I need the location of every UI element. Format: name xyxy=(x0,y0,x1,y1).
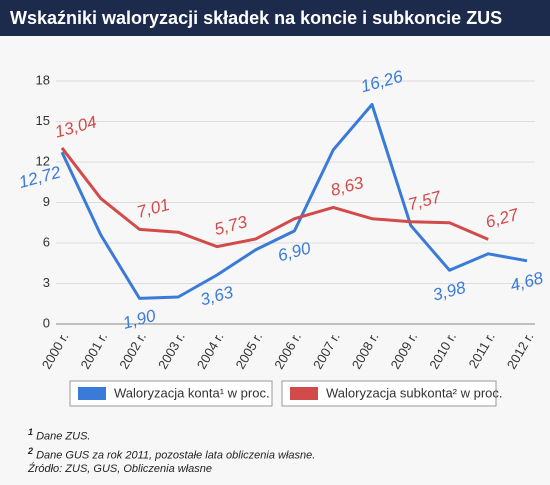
data-label: 7,57 xyxy=(406,187,443,214)
y-tick-label: 3 xyxy=(43,275,50,290)
data-label: 7,01 xyxy=(135,195,172,222)
x-tick-label: 2003 r. xyxy=(155,330,188,372)
chart-title: Wskaźniki waloryzacji składek na koncie … xyxy=(10,8,502,28)
series-line xyxy=(60,147,489,249)
x-tick-label: 2010 r. xyxy=(426,330,459,372)
data-label: 12,72 xyxy=(17,162,64,192)
data-label: 16,26 xyxy=(359,67,406,97)
data-label: 3,63 xyxy=(198,282,235,309)
x-tick-label: 2002 r. xyxy=(116,330,149,372)
data-label: 3,98 xyxy=(431,278,468,305)
note-text: Dane ZUS. xyxy=(36,430,91,443)
x-tick-label: 2000 r. xyxy=(39,330,72,372)
data-label: 1,90 xyxy=(121,306,158,333)
title-banner xyxy=(0,0,550,36)
y-tick-label: 18 xyxy=(36,72,50,87)
chart: Wskaźniki waloryzacji składek na koncie … xyxy=(0,0,550,407)
x-tick-label: 2008 r. xyxy=(349,330,382,372)
x-tick-label: 2004 r. xyxy=(194,330,227,372)
data-label: 5,73 xyxy=(212,212,249,239)
series-line xyxy=(60,102,528,300)
note-marker: 2 xyxy=(28,445,34,456)
x-tick-label: 2011 r. xyxy=(465,330,497,371)
legend-label: Waloryzacja subkonta² w proc. xyxy=(326,385,503,400)
y-tick-label: 15 xyxy=(36,113,50,128)
note: 2 Dane GUS za rok 2011, pozostałe lata o… xyxy=(28,444,315,463)
x-tick-label: 2007 r. xyxy=(310,330,343,372)
x-tick-label: 2012 r. xyxy=(504,330,537,372)
data-label: 6,27 xyxy=(484,205,521,232)
legend-label: Waloryzacja konta¹ w proc. xyxy=(114,385,270,400)
data-label: 8,63 xyxy=(329,173,366,200)
source: Źródło: ZUS, GUS, Obliczenia własne xyxy=(28,463,213,476)
data-label: 6,90 xyxy=(276,238,313,265)
y-tick-label: 6 xyxy=(43,234,50,249)
notes: 1 Dane ZUS. 2 Dane GUS za rok 2011, pozo… xyxy=(28,425,315,476)
data-label: 4,68 xyxy=(508,268,545,295)
x-tick-label: 2006 r. xyxy=(271,330,304,372)
y-tick-label: 9 xyxy=(43,194,50,209)
y-tick-label: 12 xyxy=(36,153,50,168)
y-tick-label: 0 xyxy=(43,315,50,330)
x-tick-label: 2005 r. xyxy=(232,330,265,372)
note-text: Dane GUS za rok 2011, pozostałe lata obl… xyxy=(36,449,316,462)
note: 1 Dane ZUS. xyxy=(28,425,315,444)
note-marker: 1 xyxy=(28,427,34,437)
data-label: 13,04 xyxy=(53,112,99,141)
legend-swatch xyxy=(290,387,318,400)
legend-swatch xyxy=(78,387,106,400)
x-tick-label: 2001 r. xyxy=(77,330,110,372)
x-tick-label: 2009 r. xyxy=(387,330,420,372)
